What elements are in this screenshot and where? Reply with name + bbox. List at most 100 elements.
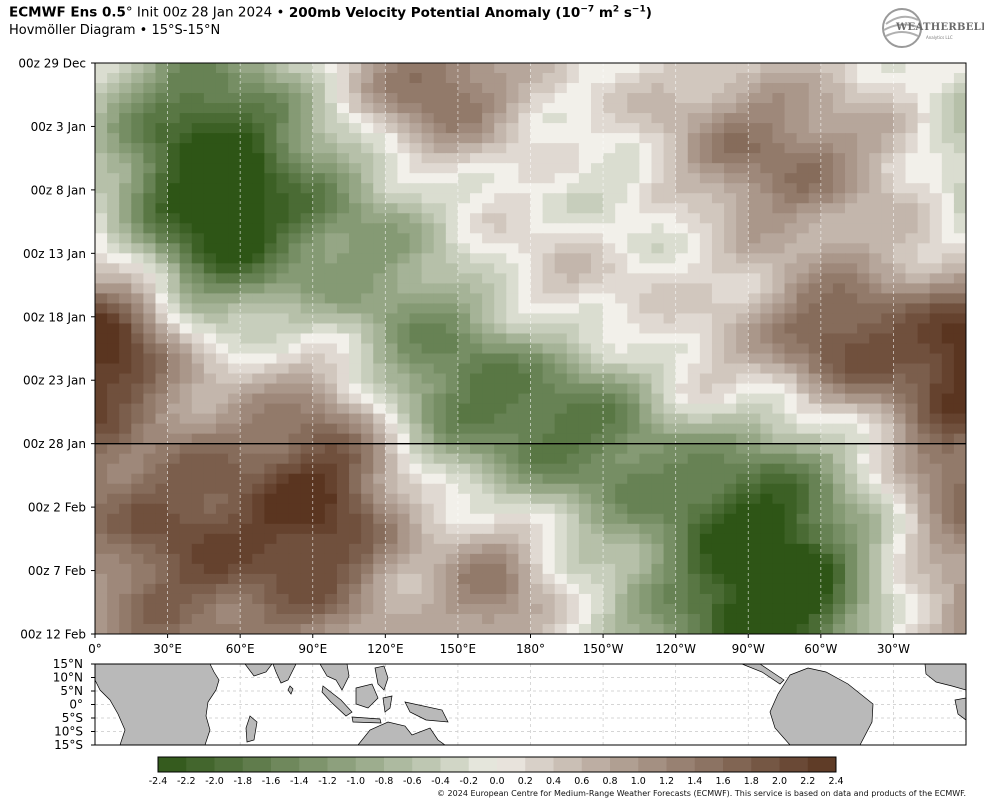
heatmap-cell <box>276 203 290 214</box>
heatmap-cell <box>385 333 399 345</box>
heatmap-cell <box>566 613 580 625</box>
heatmap-cell <box>857 593 870 605</box>
heatmap-cell <box>167 433 181 445</box>
heatmap-cell <box>240 283 253 295</box>
heatmap-cell <box>845 113 858 124</box>
heatmap-cell <box>203 243 217 254</box>
heatmap-cell <box>796 63 810 74</box>
heatmap-cell <box>215 183 229 194</box>
heatmap-cell <box>457 493 471 505</box>
heatmap-cell <box>881 93 895 104</box>
heatmap-cell <box>167 303 181 315</box>
heatmap-cell <box>288 493 302 505</box>
heatmap-cell <box>881 203 895 214</box>
heatmap-cell <box>288 573 302 585</box>
heatmap-cell <box>905 433 919 445</box>
heatmap-cell <box>506 143 520 154</box>
heatmap-cell <box>482 503 495 515</box>
heatmap-cell <box>772 163 786 174</box>
heatmap-cell <box>687 333 701 345</box>
heatmap-cell <box>336 593 350 605</box>
heatmap-cell <box>748 303 761 315</box>
heatmap-cell <box>772 123 786 134</box>
heatmap-cell <box>264 303 278 315</box>
heatmap-cell <box>590 213 604 224</box>
colorbar-label: 0.2 <box>518 776 533 787</box>
heatmap-cell <box>881 63 895 74</box>
heatmap-cell <box>95 443 108 455</box>
heatmap-cell <box>530 293 544 305</box>
heatmap-cell <box>893 433 907 445</box>
heatmap-cell <box>373 543 386 555</box>
heatmap-cell <box>312 163 326 174</box>
heatmap-cell <box>917 503 931 515</box>
heatmap-cell <box>615 573 628 585</box>
heatmap-cell <box>228 433 241 445</box>
heatmap-cell <box>639 183 653 194</box>
heatmap-cell <box>554 563 568 575</box>
heatmap-cell <box>615 493 628 505</box>
heatmap-cell <box>869 443 882 455</box>
heatmap-cell <box>639 463 653 475</box>
heatmap-cell <box>687 323 701 335</box>
heatmap-cell <box>941 243 955 254</box>
heatmap-cell <box>639 273 653 284</box>
heatmap-cell <box>143 553 157 565</box>
heatmap-cell <box>119 493 132 505</box>
heatmap-cell <box>409 493 423 505</box>
heatmap-cell <box>772 483 786 495</box>
heatmap-cell <box>929 73 943 84</box>
heatmap-cell <box>603 93 616 104</box>
heatmap-cell <box>808 563 822 575</box>
heatmap-cell <box>167 553 181 565</box>
heatmap-cell <box>470 533 483 545</box>
heatmap-cell <box>107 483 120 495</box>
heatmap-cell <box>191 313 205 325</box>
heatmap-cell <box>699 193 713 204</box>
heatmap-cell <box>603 393 616 405</box>
heatmap-cell <box>155 403 169 415</box>
heatmap-cell <box>445 413 459 425</box>
heatmap-cell <box>288 223 302 234</box>
heatmap-cell <box>421 313 435 325</box>
heatmap-cell <box>252 513 265 525</box>
heatmap-cell <box>711 143 725 154</box>
heatmap-cell <box>724 383 737 395</box>
heatmap-cell <box>881 593 895 605</box>
heatmap-cell <box>288 153 302 164</box>
heatmap-cell <box>373 183 386 194</box>
heatmap-cell <box>711 553 725 565</box>
heatmap-cell <box>724 73 737 84</box>
heatmap-cell <box>663 553 677 565</box>
heatmap-cell <box>228 203 241 214</box>
heatmap-cell <box>627 343 640 355</box>
heatmap-cell <box>179 73 193 84</box>
heatmap-cell <box>554 293 568 305</box>
heatmap-cell <box>203 93 217 104</box>
heatmap-cell <box>264 213 278 224</box>
heatmap-cell <box>228 573 241 585</box>
heatmap-cell <box>421 143 435 154</box>
heatmap-cell <box>494 283 507 295</box>
heatmap-cell <box>917 173 931 184</box>
heatmap-cell <box>312 263 326 274</box>
heatmap-cell <box>457 153 471 164</box>
heatmap-cell <box>554 623 568 634</box>
heatmap-cell <box>409 523 423 535</box>
heatmap-cell <box>95 293 108 305</box>
heatmap-cell <box>530 503 544 515</box>
heatmap-cell <box>820 273 834 284</box>
heatmap-cell <box>845 273 858 284</box>
heatmap-cell <box>445 563 459 575</box>
heatmap-cell <box>203 583 217 595</box>
heatmap-cell <box>494 133 507 144</box>
heatmap-cell <box>179 483 193 495</box>
heatmap-cell <box>300 593 314 605</box>
heatmap-cell <box>796 333 810 345</box>
heatmap-cell <box>336 443 350 455</box>
heatmap-cell <box>893 543 907 555</box>
heatmap-cell <box>615 223 628 234</box>
heatmap-cell <box>772 423 786 435</box>
heatmap-cell <box>131 353 144 365</box>
heatmap-cell <box>203 263 217 274</box>
